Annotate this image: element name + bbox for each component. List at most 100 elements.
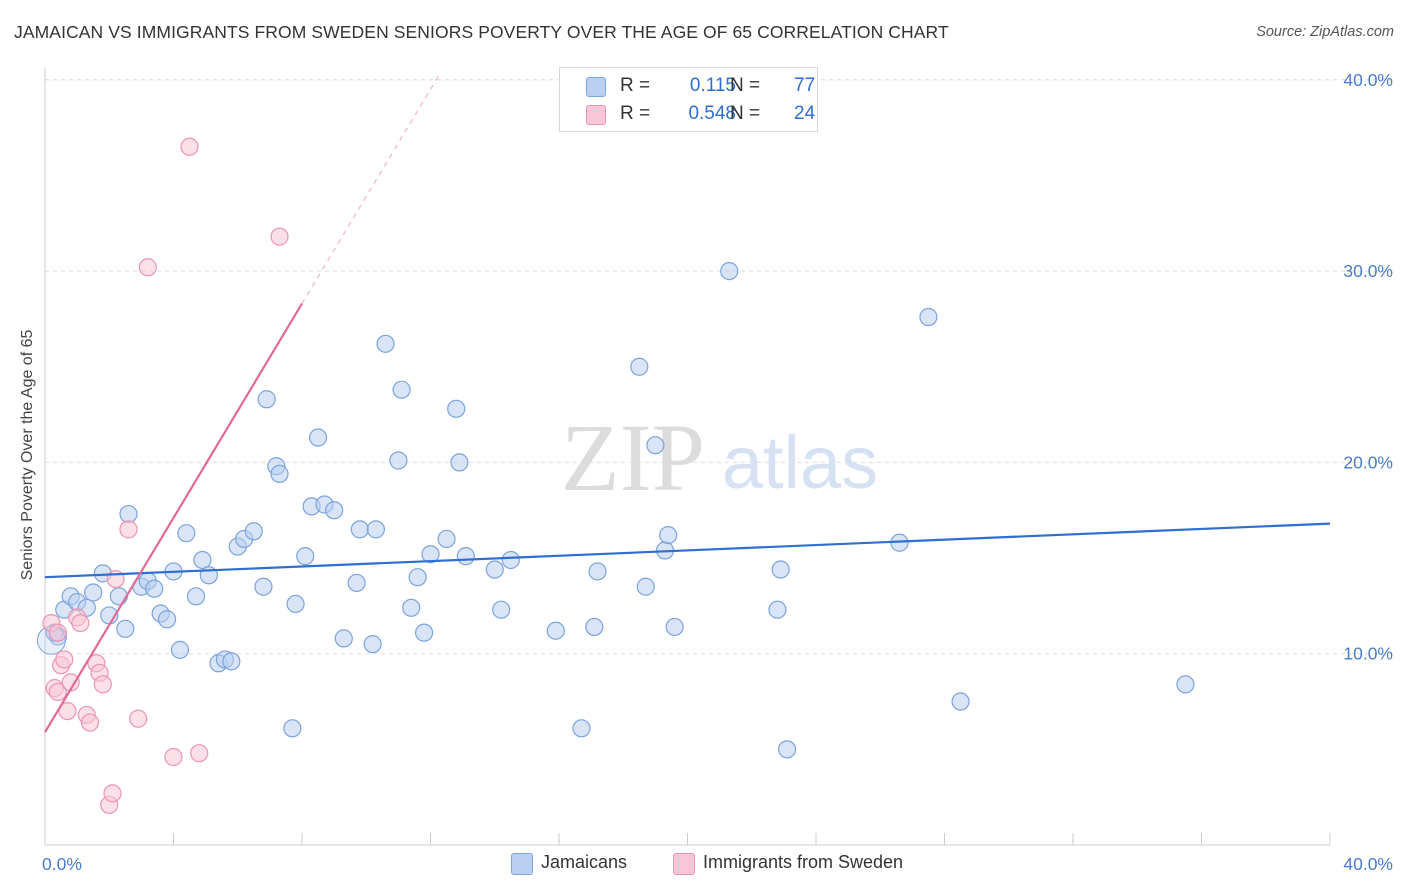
legend-n-value-2: 24 <box>794 103 816 124</box>
jamaicans-point <box>585 617 604 637</box>
sweden-point <box>129 709 148 728</box>
jamaicans-point <box>84 583 103 602</box>
sweden-point <box>180 137 199 156</box>
chart-title: JAMAICAN VS IMMIGRANTS FROM SWEDEN SENIO… <box>14 22 949 42</box>
jamaicans-point <box>414 623 434 642</box>
jamaicans-point <box>665 617 684 637</box>
sweden-point <box>190 744 209 763</box>
jamaicans-point <box>286 594 305 614</box>
jamaicans-point <box>177 524 196 543</box>
jamaicans-point <box>157 610 177 629</box>
jamaicans-point <box>193 550 212 570</box>
jamaicans-point <box>588 562 607 581</box>
sweden-point <box>58 701 77 721</box>
jamaicans-point <box>222 652 241 671</box>
jamaicans-point <box>308 428 328 447</box>
legend-n-value-1: 77 <box>794 75 816 96</box>
x-tick-label-max: 40.0% <box>1343 854 1393 874</box>
watermark-atlas: atlas <box>722 421 878 504</box>
watermark-zip: ZIP <box>561 404 705 511</box>
jamaicans-point <box>1176 675 1195 694</box>
jamaicans-point <box>408 568 427 587</box>
jamaicans-point <box>951 692 970 711</box>
sweden-trend-line <box>44 303 303 733</box>
jamaicans-point <box>389 451 408 470</box>
legend-r-value-2: 0.548 <box>688 103 736 124</box>
trend-lines <box>44 73 1331 733</box>
jamaicans-point <box>283 719 302 738</box>
jamaicans-point <box>447 399 466 418</box>
watermark: ZIP atlas <box>561 404 878 511</box>
bottom-legend-swatch-pink <box>673 853 695 875</box>
jamaicans-point <box>244 522 263 541</box>
jamaicans-point <box>109 587 128 606</box>
legend-n-label-1: N = <box>730 75 761 96</box>
bottom-legend-swatch-blue <box>511 853 533 875</box>
jamaicans-point <box>720 262 739 281</box>
y-tick-label: 20.0% <box>1343 452 1393 472</box>
sweden-trend-extension <box>301 73 441 304</box>
y-tick-label: 10.0% <box>1343 644 1393 664</box>
sweden-point <box>55 650 74 669</box>
legend-swatch-pink <box>586 105 606 125</box>
source-credit: Source: ZipAtlas.com <box>1256 24 1394 40</box>
jamaicans-point <box>270 464 289 483</box>
jamaicans-point <box>646 436 665 455</box>
jamaicans-point <box>437 529 456 549</box>
jamaicans-point <box>186 587 206 606</box>
jamaicans-point <box>257 390 276 409</box>
x-tick-label-min: 0.0% <box>42 854 82 874</box>
jamaicans-point <box>145 579 164 598</box>
jamaicans-point <box>630 357 649 376</box>
jamaicans-point <box>659 525 678 545</box>
jamaicans-point <box>347 573 366 593</box>
jamaicans-point <box>376 334 395 353</box>
legend-r-label-1: R = <box>620 75 651 96</box>
sweden-point <box>93 675 112 694</box>
legend-r-label-2: R = <box>620 103 651 124</box>
y-tick-label: 40.0% <box>1343 70 1393 90</box>
jamaicans-trend-line <box>44 522 1331 579</box>
jamaicans-point <box>366 520 385 539</box>
legend-swatch-blue <box>586 77 606 97</box>
sweden-point <box>71 613 90 633</box>
jamaicans-point <box>296 547 315 566</box>
sweden-point <box>138 258 157 277</box>
y-tick-label: 30.0% <box>1343 261 1393 281</box>
jamaicans-point <box>768 600 787 619</box>
correlation-legend: R = 0.115 N = 77 R = 0.548 N = 24 <box>559 67 818 132</box>
jamaicans-point <box>421 545 440 564</box>
jamaicans-point <box>572 719 591 738</box>
jamaicans-point <box>392 380 411 399</box>
jamaicans-point <box>546 621 565 640</box>
legend-r-value-1: 0.115 <box>689 75 736 96</box>
sweden-point <box>80 713 100 732</box>
series-immigrants-from-sweden <box>42 137 289 814</box>
jamaicans-point <box>456 547 475 566</box>
sweden-point <box>164 747 183 767</box>
jamaicans-point <box>334 629 353 648</box>
tick-labels: 10.0% 20.0% 30.0% 40.0% 0.0% 40.0% <box>42 70 1393 874</box>
legend-n-label-2: N = <box>730 103 761 124</box>
jamaicans-point <box>636 577 655 596</box>
jamaicans-point <box>350 520 369 539</box>
jamaicans-point <box>402 598 421 617</box>
sweden-point <box>270 227 289 246</box>
bottom-legend-label-2: Immigrants from Sweden <box>703 852 904 872</box>
jamaicans-point <box>919 307 938 327</box>
jamaicans-point <box>116 619 135 638</box>
sweden-point <box>48 623 67 642</box>
jamaicans-point <box>501 550 520 570</box>
jamaicans-point <box>363 635 382 654</box>
jamaicans-point <box>771 560 790 579</box>
jamaicans-point <box>254 577 273 596</box>
jamaicans-point <box>777 740 797 759</box>
jamaicans-point <box>119 504 138 524</box>
grid-lines <box>45 79 1392 655</box>
jamaicans-point <box>485 560 504 579</box>
sweden-point <box>103 784 122 803</box>
axes <box>44 68 1331 846</box>
sweden-point <box>48 682 67 702</box>
jamaicans-point <box>450 453 469 472</box>
